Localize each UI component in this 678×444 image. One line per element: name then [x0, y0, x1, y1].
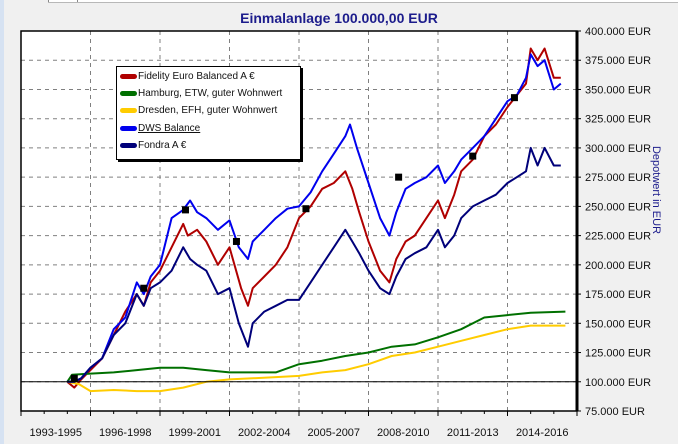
y-tick-label: 375.000 EUR [585, 55, 651, 67]
legend: Fidelity Euro Balanced A € Hamburg, ETW,… [116, 66, 301, 160]
legend-label: Fidelity Euro Balanced A € [138, 71, 255, 82]
y-tick-label: 250.000 EUR [585, 201, 651, 213]
data-marker [181, 206, 189, 214]
y-tick-label: 150.000 EUR [585, 318, 651, 330]
legend-item[interactable]: DWS Balance [120, 121, 200, 136]
legend-swatch-icon [120, 74, 137, 79]
y-tick-label: 175.000 EUR [585, 289, 651, 301]
x-axis-ticks: 1993-1995 1996-1998 1999-2001 2002-2004 2005… [20, 411, 578, 439]
series-line-3 [67, 53, 562, 383]
chart-title: Einmalanlage 100.000,00 EUR [240, 10, 438, 26]
data-marker [70, 374, 78, 382]
legend-swatch-icon [120, 143, 137, 148]
x-tick-label: 2002-2004 [238, 427, 291, 439]
legend-label: Hamburg, ETW, guter Wohnwert [138, 88, 283, 99]
toolbar-tab [48, 0, 78, 2]
y-axis-label: Depotwert in EUR [650, 146, 662, 234]
left-window-edge [0, 0, 4, 444]
legend-swatch-icon [120, 108, 137, 113]
data-marker [140, 284, 148, 292]
y-tick-label: 225.000 EUR [585, 231, 651, 243]
legend-swatch-icon [120, 91, 137, 96]
x-tick-label: 2014-2016 [516, 427, 569, 439]
legend-label: DWS Balance [138, 123, 201, 134]
series-line-2 [67, 324, 566, 393]
top-toolbar-edge [48, 0, 678, 3]
data-marker [232, 237, 240, 245]
y-tick-label: 300.000 EUR [585, 143, 651, 155]
data-marker [469, 152, 477, 160]
x-tick-label: 1999-2001 [168, 427, 221, 439]
legend-label: Dresden, EFH, guter Wohnwert [138, 105, 278, 116]
x-tick-label: 1993-1995 [29, 427, 82, 439]
legend-item[interactable]: Hamburg, ETW, guter Wohnwert [120, 86, 282, 101]
series-group [66, 47, 566, 393]
series-line-0 [66, 47, 561, 389]
x-tick-label: 1996-1998 [99, 427, 152, 439]
legend-item[interactable]: Fidelity Euro Balanced A € [120, 69, 255, 84]
y-tick-label: 350.000 EUR [585, 84, 651, 96]
y-tick-label: 275.000 EUR [585, 172, 651, 184]
y-tick-label: 75.000 EUR [585, 406, 645, 418]
y-tick-label: 100.000 EUR [585, 377, 651, 389]
x-tick-label: 2011-2013 [447, 427, 499, 439]
series-line-1 [66, 310, 566, 383]
legend-swatch-icon [120, 126, 137, 131]
y-tick-label: 325.000 EUR [585, 114, 651, 126]
markers-group [70, 94, 518, 382]
x-tick-label: 2008-2010 [377, 427, 430, 439]
y-tick-label: 200.000 EUR [585, 260, 651, 272]
legend-item[interactable]: Dresden, EFH, guter Wohnwert [120, 103, 277, 118]
data-marker [510, 94, 518, 102]
y-tick-label: 400.000 EUR [585, 26, 651, 38]
x-tick-label: 2005-2007 [307, 427, 360, 439]
y-axis-ticks: 400.000 EUR 375.000 EUR 350.000 EUR 325.000… [577, 26, 651, 418]
legend-item[interactable]: Fondra A € [120, 138, 186, 153]
legend-label: Fondra A € [138, 140, 187, 151]
data-marker [302, 205, 310, 213]
series-line-4 [67, 146, 561, 383]
y-tick-label: 125.000 EUR [585, 348, 651, 360]
data-marker [395, 173, 403, 181]
